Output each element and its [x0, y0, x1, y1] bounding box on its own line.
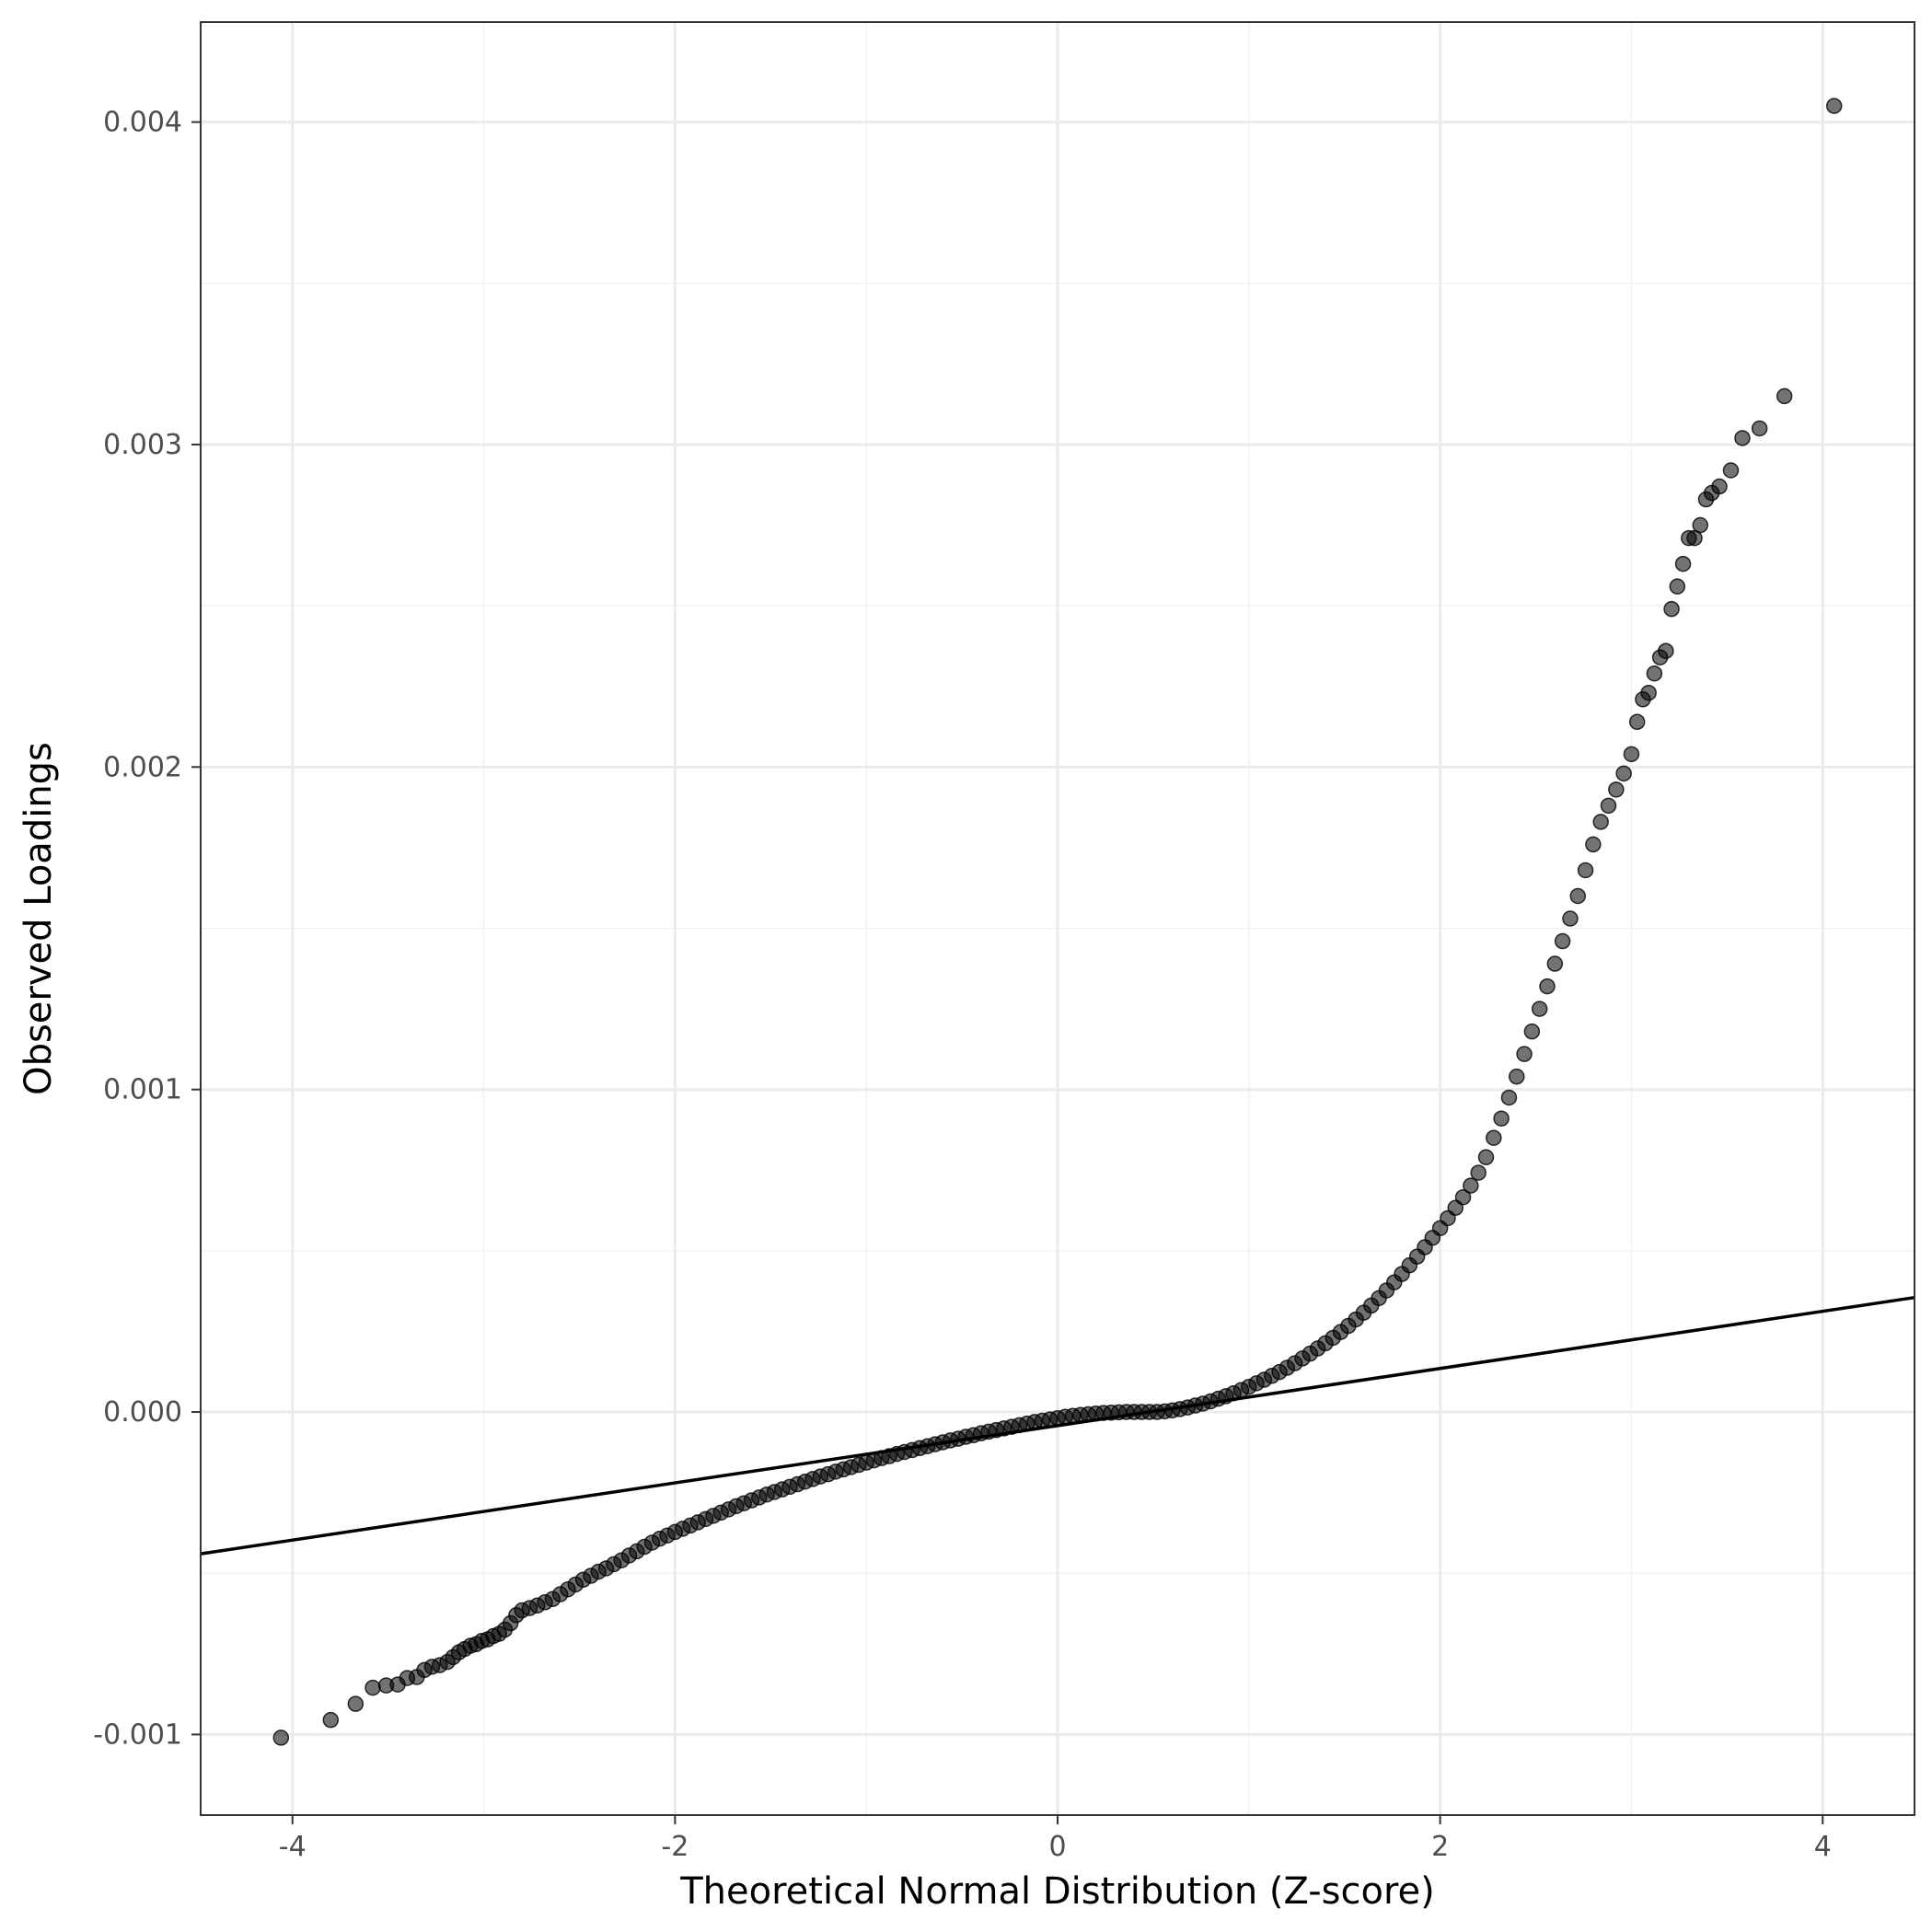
data-point: [1615, 765, 1632, 782]
y-tick-label: 0.000: [103, 1396, 182, 1429]
x-tick-label: 4: [1814, 1831, 1832, 1863]
data-point: [322, 1711, 340, 1729]
data-point: [1493, 1110, 1510, 1127]
y-tick-label: 0.003: [103, 429, 182, 461]
data-point: [1509, 1068, 1525, 1085]
data-point: [1454, 1188, 1472, 1206]
data-point: [1569, 887, 1586, 905]
data-point: [1592, 814, 1609, 830]
data-point: [1500, 1089, 1518, 1106]
y-tick-label: 0.002: [103, 751, 182, 783]
data-point: [1825, 98, 1843, 114]
data-point: [1477, 1149, 1495, 1166]
data-point: [1608, 781, 1625, 798]
data-point: [1486, 1129, 1502, 1146]
x-tick-label: 0: [1048, 1831, 1066, 1863]
data-point: [1463, 1177, 1479, 1194]
data-point: [1539, 978, 1556, 995]
data-point: [1646, 665, 1663, 682]
data-point: [1669, 578, 1686, 595]
data-point: [1628, 713, 1646, 731]
x-axis-title: Theoretical Normal Distribution (Z-score…: [679, 1870, 1435, 1913]
data-point: [1562, 910, 1579, 927]
data-point: [1554, 932, 1571, 950]
data-point: [1470, 1164, 1487, 1181]
y-tick-label: 0.001: [103, 1074, 182, 1106]
data-point: [1623, 746, 1640, 763]
y-axis-title: Observed Loadings: [17, 742, 60, 1095]
x-axis: -4 -2 0 2 4: [279, 1815, 1832, 1863]
x-tick-label: -2: [661, 1831, 688, 1863]
data-point: [1546, 955, 1564, 972]
data-point: [1663, 600, 1680, 618]
data-point: [1711, 478, 1728, 495]
y-tick-label: 0.004: [103, 107, 182, 139]
x-tick-label: 2: [1431, 1831, 1449, 1863]
data-point: [364, 1679, 381, 1696]
data-point: [1751, 420, 1768, 437]
data-point: [1674, 555, 1692, 573]
data-point: [1523, 1023, 1541, 1040]
data-point: [1692, 516, 1708, 534]
x-tick-label: -4: [279, 1831, 307, 1863]
data-point: [1722, 462, 1740, 479]
data-point: [1577, 862, 1594, 879]
data-point: [1531, 1001, 1548, 1017]
data-point: [347, 1695, 364, 1712]
data-point: [1585, 836, 1602, 853]
data-point: [1516, 1046, 1533, 1062]
data-point: [1776, 388, 1793, 405]
data-point: [1734, 430, 1751, 446]
data-points: [272, 98, 1843, 1746]
data-point: [1640, 684, 1657, 701]
data-point: [272, 1730, 290, 1746]
data-point: [1658, 642, 1674, 659]
y-axis: -0.001 0.000 0.001 0.002 0.003 0.004: [93, 107, 201, 1751]
y-tick-label: -0.001: [93, 1718, 182, 1751]
data-point: [1600, 797, 1617, 815]
